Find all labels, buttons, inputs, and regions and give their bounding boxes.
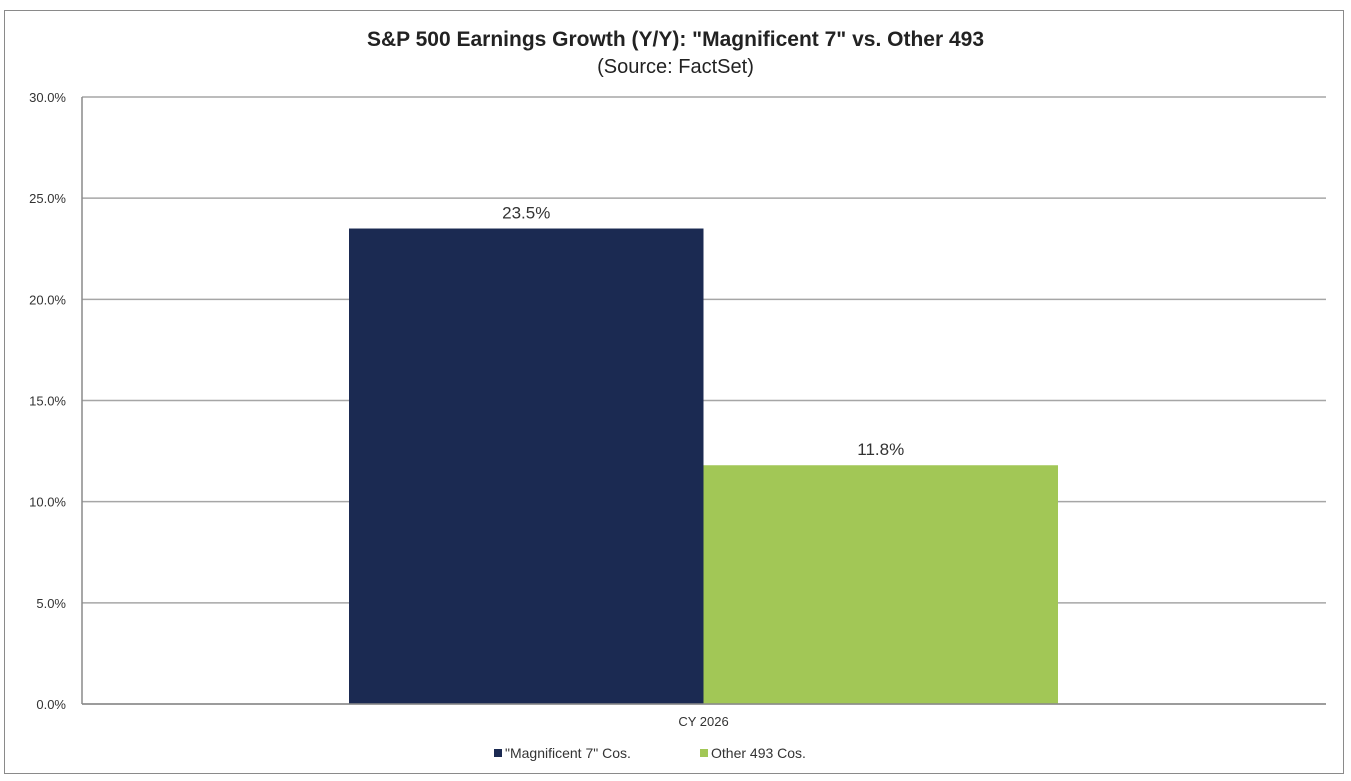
legend-swatch [700,749,708,757]
y-tick-label: 0.0% [36,697,66,712]
bar-other-493 [703,465,1058,704]
y-tick-label: 15.0% [29,394,66,409]
legend-label: "Magnificent 7" Cos. [505,745,631,761]
data-label: 23.5% [502,204,550,223]
chart-frame [4,10,1344,774]
legend-swatch [494,749,502,757]
bar-magnificent-7 [349,228,704,704]
chart-subtitle: (Source: FactSet) [597,56,754,78]
chart-title: S&P 500 Earnings Growth (Y/Y): "Magnific… [366,28,985,51]
y-tick-label: 20.0% [29,292,66,307]
y-tick-label: 10.0% [29,495,66,510]
data-label: 11.8% [857,440,904,459]
legend-label: Other 493 Cos. [711,745,806,761]
y-tick-label: 30.0% [29,90,66,105]
y-tick-label: 25.0% [29,191,66,206]
x-tick-label: CY 2026 [678,714,728,729]
y-tick-label: 5.0% [36,596,66,611]
